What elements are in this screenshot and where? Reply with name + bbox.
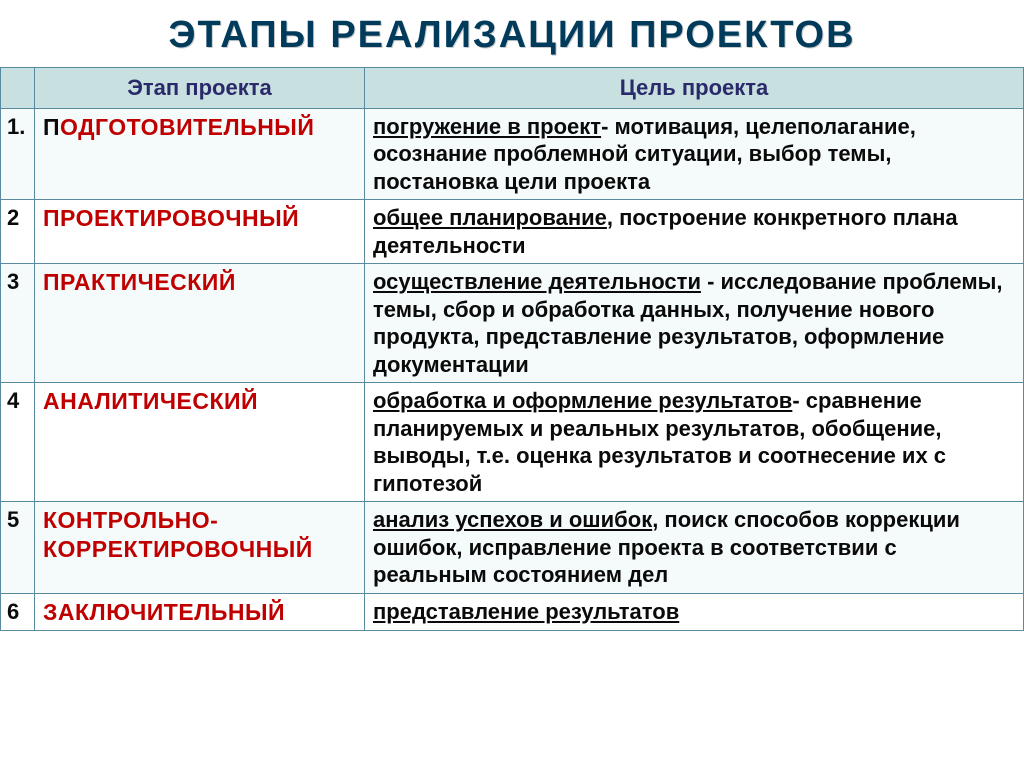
table-row: 5 КОНТРОЛЬНО-КОРРЕКТИРОВОЧНЫЙ анализ усп… [1, 502, 1024, 594]
stage-name-cell: КОНТРОЛЬНО-КОРРЕКТИРОВОЧНЫЙ [35, 502, 365, 594]
stage-name: ПРОЕКТИРОВОЧНЫЙ [43, 205, 299, 231]
table-row: 1. ПОДГОТОВИТЕЛЬНЫЙ погружение в проект-… [1, 108, 1024, 200]
stage-rest: ОДГОТОВИТЕЛЬНЫЙ [60, 114, 314, 140]
row-num: 3 [1, 264, 35, 383]
goal-underlined: представление результатов [373, 599, 679, 624]
table-row: 2 ПРОЕКТИРОВОЧНЫЙ общее планирование, по… [1, 200, 1024, 264]
stage-first-letter: П [43, 114, 60, 140]
goal-underlined: осуществление деятельности [373, 269, 701, 294]
stage-name-cell: ЗАКЛЮЧИТЕЛЬНЫЙ [35, 593, 365, 631]
goal-cell: осуществление деятельности - исследовани… [365, 264, 1024, 383]
stage-name-cell: АНАЛИТИЧЕСКИЙ [35, 383, 365, 502]
stages-table: Этап проекта Цель проекта 1. ПОДГОТОВИТЕ… [0, 67, 1024, 631]
stage-name: КОНТРОЛЬНО-КОРРЕКТИРОВОЧНЫЙ [43, 507, 313, 562]
row-num: 4 [1, 383, 35, 502]
stage-name: ПРАКТИЧЕСКИЙ [43, 269, 236, 295]
stage-name: ЗАКЛЮЧИТЕЛЬНЫЙ [43, 599, 285, 625]
row-num: 1. [1, 108, 35, 200]
goal-underlined: погружение в проект [373, 114, 601, 139]
row-num: 5 [1, 502, 35, 594]
goal-cell: обработка и оформление результатов- срав… [365, 383, 1024, 502]
table-row: 6 ЗАКЛЮЧИТЕЛЬНЫЙ представление результат… [1, 593, 1024, 631]
goal-cell: погружение в проект- мотивация, целепола… [365, 108, 1024, 200]
goal-cell: представление результатов [365, 593, 1024, 631]
stage-name-cell: ПОДГОТОВИТЕЛЬНЫЙ [35, 108, 365, 200]
header-goal: Цель проекта [365, 68, 1024, 109]
row-num: 6 [1, 593, 35, 631]
stage-name: АНАЛИТИЧЕСКИЙ [43, 388, 258, 414]
goal-underlined: общее планирование [373, 205, 607, 230]
goal-cell: анализ успехов и ошибок, поиск способов … [365, 502, 1024, 594]
header-stage: Этап проекта [35, 68, 365, 109]
table-row: 3 ПРАКТИЧЕСКИЙ осуществление деятельност… [1, 264, 1024, 383]
goal-underlined: анализ успехов и ошибок [373, 507, 652, 532]
table-row: 4 АНАЛИТИЧЕСКИЙ обработка и оформление р… [1, 383, 1024, 502]
goal-cell: общее планирование, построение конкретно… [365, 200, 1024, 264]
row-num: 2 [1, 200, 35, 264]
stage-name-cell: ПРАКТИЧЕСКИЙ [35, 264, 365, 383]
page-title: ЭТАПЫ РЕАЛИЗАЦИИ ПРОЕКТОВ [0, 0, 1024, 67]
header-num [1, 68, 35, 109]
stage-name-cell: ПРОЕКТИРОВОЧНЫЙ [35, 200, 365, 264]
goal-underlined: обработка и оформление результатов [373, 388, 792, 413]
